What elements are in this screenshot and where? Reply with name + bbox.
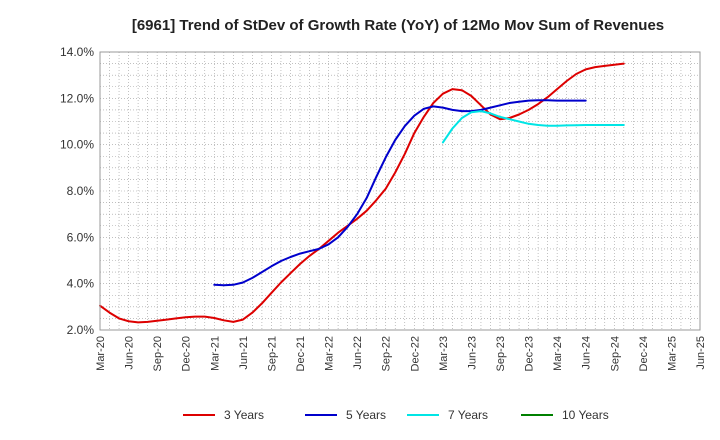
- x-tick-label: Dec-21: [295, 336, 307, 371]
- series-line-3-years: [99, 62, 625, 324]
- series-lines: [99, 62, 625, 324]
- x-tick-label: Dec-23: [524, 336, 536, 371]
- y-tick-label: 6.0%: [67, 230, 95, 244]
- plot-frame: [99, 51, 701, 331]
- legend-label-3-years: 3 Years: [224, 408, 264, 422]
- x-tick-label: Mar-23: [438, 336, 450, 371]
- x-tick-label: Mar-20: [95, 336, 107, 371]
- x-axis: Mar-20 Jun-20 Sep-20 Dec-20 Mar-21 Jun-21 Sep-…: [95, 336, 707, 371]
- x-tick-label: Mar-24: [552, 336, 564, 371]
- x-tick-label: Jun-23: [466, 336, 478, 370]
- x-tick-label: Mar-25: [666, 336, 678, 371]
- y-tick-label: 12.0%: [60, 91, 94, 105]
- legend-label-7-years: 7 Years: [448, 408, 488, 422]
- y-tick-label: 8.0%: [67, 184, 95, 198]
- chart-title: [6961] Trend of StDev of Growth Rate (Yo…: [132, 17, 664, 34]
- x-tick-label: Jun-22: [352, 336, 364, 370]
- series-line-5-years: [213, 99, 587, 287]
- x-tick-label: Dec-20: [181, 336, 193, 371]
- series-line-7-years: [441, 110, 625, 144]
- x-tick-label: Sep-23: [495, 336, 507, 371]
- x-tick-label: Sep-22: [381, 336, 393, 371]
- y-tick-label: 4.0%: [67, 277, 95, 291]
- legend-label-5-years: 5 Years: [346, 408, 386, 422]
- x-tick-label: Jun-21: [238, 336, 250, 370]
- x-tick-label: Mar-21: [209, 336, 221, 371]
- x-tick-label: Sep-20: [152, 336, 164, 371]
- x-tick-label: Jun-25: [695, 336, 707, 370]
- legend: 3 Years 5 Years 7 Years 10 Years: [183, 408, 609, 422]
- x-tick-label: Dec-22: [409, 336, 421, 371]
- x-tick-label: Sep-21: [266, 336, 278, 371]
- grid: [100, 52, 700, 330]
- legend-label-10-years: 10 Years: [562, 408, 609, 422]
- y-tick-label: 2.0%: [67, 323, 95, 337]
- x-tick-label: Jun-20: [124, 336, 136, 370]
- x-tick-label: Jun-24: [581, 336, 593, 370]
- y-tick-label: 14.0%: [60, 45, 94, 59]
- x-tick-label: Sep-24: [609, 336, 621, 371]
- x-tick-label: Dec-24: [638, 336, 650, 371]
- y-tick-label: 10.0%: [60, 138, 94, 152]
- x-tick-label: Mar-22: [324, 336, 336, 371]
- y-axis: 2.0% 4.0% 6.0% 8.0% 10.0% 12.0% 14.0%: [60, 45, 94, 337]
